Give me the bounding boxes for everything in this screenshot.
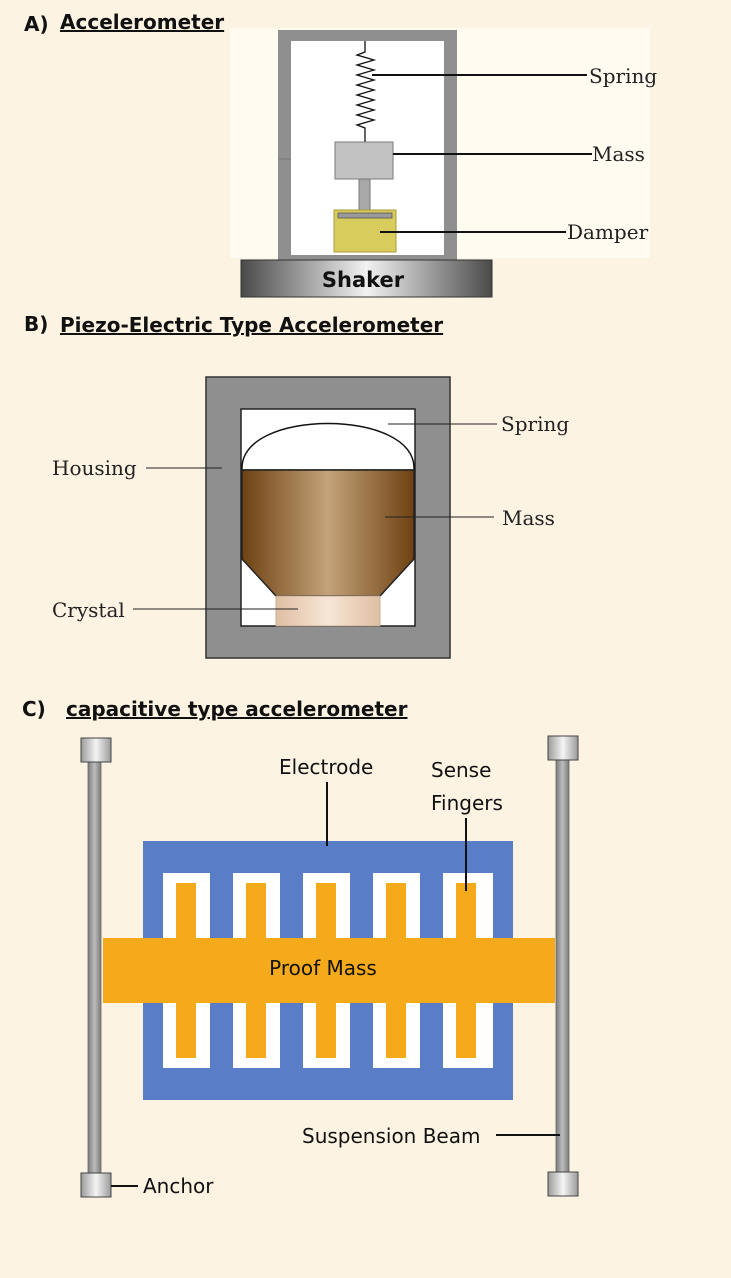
c-suspension-beam-label: Suspension Beam	[302, 1124, 480, 1148]
section-b-letter: B)	[24, 312, 49, 336]
b-crystal-label: Crystal	[52, 598, 125, 622]
c-sense-label-line1: Sense	[431, 758, 491, 782]
b-mass-label: Mass	[502, 506, 555, 530]
c-proof-mass-label: Proof Mass	[269, 956, 377, 980]
piezo-accelerometer-diagram: Spring Housing Mass Crystal	[52, 376, 569, 659]
c-right-beam	[555, 758, 570, 1174]
section-c-letter: C)	[22, 697, 46, 721]
capacitive-accelerometer-diagram: Electrode Sense Fingers Proof Mass Suspe…	[80, 735, 579, 1198]
a-mass	[334, 141, 394, 180]
b-crystal	[275, 595, 381, 627]
accelerometer-diagram: Shaker Spring Mass Damper	[230, 28, 657, 298]
a-damper-label: Damper	[567, 220, 649, 244]
section-a-letter: A)	[24, 12, 49, 36]
b-mass	[241, 469, 415, 597]
section-b-title: Piezo-Electric Type Accelerometer	[60, 313, 444, 337]
c-electrode-label: Electrode	[279, 755, 373, 779]
c-anchor-bottom-right	[547, 1171, 579, 1197]
c-electrode-fingers	[210, 873, 443, 1068]
c-anchor-top-right	[547, 735, 579, 761]
c-anchor-bottom-left	[80, 1172, 112, 1198]
section-a-title: Accelerometer	[60, 10, 225, 34]
a-shaker	[240, 259, 493, 298]
b-spring-label: Spring	[501, 412, 569, 436]
a-mass-label: Mass	[592, 142, 645, 166]
c-left-beam	[87, 759, 102, 1175]
b-spring-dome	[241, 422, 415, 471]
a-piston-plate	[337, 212, 393, 219]
a-stem	[358, 178, 371, 215]
b-housing-label: Housing	[52, 456, 137, 480]
c-anchor-label: Anchor	[143, 1174, 214, 1198]
a-spring-label: Spring	[589, 64, 657, 88]
c-anchor-top-left	[80, 737, 112, 763]
c-sense-fingers	[176, 883, 476, 1058]
shaker-label: Shaker	[322, 268, 405, 292]
section-c-title: capacitive type accelerometer	[66, 697, 408, 721]
c-proof-mass	[103, 938, 555, 1003]
a-spring	[354, 41, 377, 142]
c-sense-label-line2: Fingers	[431, 791, 503, 815]
